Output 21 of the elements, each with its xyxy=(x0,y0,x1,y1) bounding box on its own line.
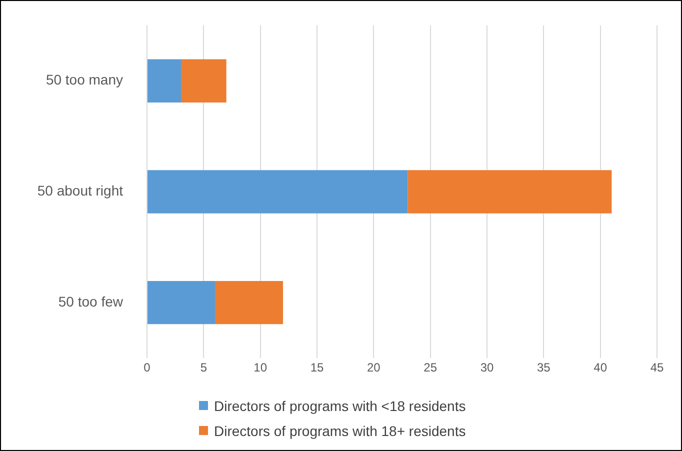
x-tick-label: 20 xyxy=(366,360,381,375)
x-tick-label: 15 xyxy=(310,360,324,375)
bar xyxy=(148,59,181,102)
legend-label: Directors of programs with 18+ residents xyxy=(214,422,466,438)
bar xyxy=(181,59,226,102)
x-tick-label: 40 xyxy=(594,360,608,375)
bar xyxy=(215,280,283,324)
x-tick-label: 25 xyxy=(424,360,438,375)
x-tick-label: 35 xyxy=(536,360,551,375)
x-tick-label: 30 xyxy=(480,360,494,375)
x-tick-label: 45 xyxy=(650,360,664,375)
x-tick-label: 10 xyxy=(254,360,268,375)
x-tick-label: 5 xyxy=(200,360,208,375)
bar xyxy=(148,170,408,214)
y-tick-label: 50 too few xyxy=(58,293,124,310)
x-tick-label: 0 xyxy=(144,360,151,375)
bar xyxy=(148,280,215,324)
y-tick-label: 50 about right xyxy=(37,182,124,199)
legend-label: Directors of programs with <18 residents xyxy=(214,398,466,414)
bar xyxy=(408,170,612,214)
y-tick-label: 50 too many xyxy=(46,72,123,88)
